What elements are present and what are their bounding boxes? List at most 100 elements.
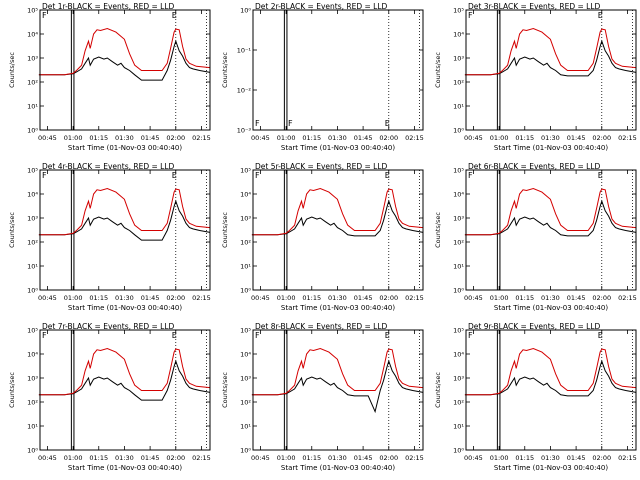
y-axis-label: Counts/sec	[434, 212, 442, 248]
y-axis-label: Counts/sec	[221, 372, 229, 408]
y-tick-label: 10²	[240, 399, 251, 407]
series-line-events	[38, 359, 211, 401]
y-tick-label: 10⁻²	[237, 87, 252, 95]
series-line-lld	[464, 347, 637, 396]
y-tick-label: 10⁴	[27, 31, 38, 39]
y-tick-label: 10²	[453, 239, 464, 247]
x-tick-label: 01:45	[354, 134, 373, 142]
series-line-events	[38, 39, 211, 81]
y-tick-label: 10⁰	[27, 287, 38, 295]
y-tick-label: 10⁰	[27, 447, 38, 455]
x-tick-label: 01:45	[567, 454, 586, 462]
y-tick-label: 10³	[240, 375, 251, 383]
panel-title: Det 7r-BLACK = Events, RED = LLD	[42, 322, 175, 331]
annotation-label: F	[468, 11, 473, 20]
x-tick-label: 01:15	[515, 134, 534, 142]
x-tick-label: 01:00	[490, 294, 509, 302]
x-axis-label: Start Time (01-Nov-03 00:40:40)	[494, 464, 608, 472]
x-tick-label: 01:00	[277, 134, 296, 142]
y-tick-label: 10⁴	[27, 191, 38, 199]
x-tick-label: 01:30	[115, 134, 134, 142]
series-line-events	[251, 359, 424, 414]
y-tick-label: 10⁵	[27, 327, 38, 335]
x-tick-label: 01:15	[89, 454, 108, 462]
x-tick-label: 01:15	[302, 454, 321, 462]
x-tick-label: 01:00	[490, 454, 509, 462]
y-tick-label: 10²	[27, 239, 38, 247]
x-tick-label: 01:00	[64, 294, 83, 302]
series-line-lld	[251, 187, 424, 236]
x-tick-label: 00:45	[464, 134, 483, 142]
x-tick-label: 01:30	[328, 294, 347, 302]
x-tick-label: 02:00	[379, 294, 398, 302]
x-tick-label: 01:45	[354, 454, 373, 462]
y-tick-label: 10³	[453, 375, 464, 383]
x-tick-label: 00:45	[464, 294, 483, 302]
panel-title: Det 1r-BLACK = Events, RED = LLD	[42, 2, 175, 11]
detector-panel-2: Det 2r-BLACK = Events, RED = LLD Counts/s…	[221, 2, 424, 152]
x-tick-label: 02:15	[405, 294, 424, 302]
series-line-events	[464, 199, 637, 237]
y-tick-label: 10³	[453, 215, 464, 223]
y-tick-label: 10¹	[453, 103, 464, 111]
series-line-lld	[251, 347, 424, 396]
y-tick-label: 10⁵	[240, 167, 251, 175]
x-axis-label: Start Time (01-Nov-03 00:40:40)	[494, 144, 608, 152]
x-tick-label: 01:00	[277, 454, 296, 462]
annotation-label: E	[598, 11, 603, 20]
x-tick-label: 02:15	[192, 294, 211, 302]
annotation-label: F	[42, 331, 47, 340]
x-tick-label: 01:15	[515, 454, 534, 462]
x-tick-label: 01:30	[328, 134, 347, 142]
y-tick-label: 10⁴	[453, 31, 464, 39]
panel-title: Det 8r-BLACK = Events, RED = LLD	[255, 322, 388, 331]
series-line-events	[251, 199, 424, 237]
x-tick-label: 00:45	[38, 454, 57, 462]
y-tick-label: 10⁴	[453, 191, 464, 199]
plot-frame	[252, 329, 424, 451]
x-tick-label: 01:30	[328, 454, 347, 462]
y-axis-label: Counts/sec	[8, 52, 16, 88]
y-tick-label: 10⁵	[453, 167, 464, 175]
annotation-label: E	[172, 331, 177, 340]
y-tick-label: 10²	[453, 399, 464, 407]
y-tick-label: 10⁰	[27, 127, 38, 135]
x-tick-label: 02:00	[592, 454, 611, 462]
plot-frame	[39, 169, 211, 291]
annotation-label: F	[468, 331, 473, 340]
series-line-lld	[464, 27, 637, 76]
x-tick-label: 02:15	[618, 294, 637, 302]
y-axis-label: Counts/sec	[221, 52, 229, 88]
annotation-label: E	[598, 171, 603, 180]
x-tick-label: 01:30	[541, 294, 560, 302]
annotation-label: F	[42, 171, 47, 180]
plot-frame	[465, 169, 637, 291]
x-tick-label: 02:00	[166, 134, 185, 142]
x-tick-label: 02:00	[166, 454, 185, 462]
plot-frame	[252, 9, 424, 131]
y-tick-label: 10⁰	[240, 447, 251, 455]
x-tick-label: 01:30	[115, 294, 134, 302]
detector-panel-4: Det 4r-BLACK = Events, RED = LLD Counts/s…	[8, 162, 211, 312]
x-tick-label: 02:15	[618, 134, 637, 142]
y-tick-label: 10³	[240, 215, 251, 223]
x-tick-label: 02:15	[192, 134, 211, 142]
y-tick-label: 10²	[27, 79, 38, 87]
x-tick-label: 01:45	[354, 294, 373, 302]
annotation-label: F	[468, 171, 473, 180]
annotation-label: F	[255, 171, 260, 180]
x-tick-label: 00:45	[38, 134, 57, 142]
series-line-lld	[464, 187, 637, 236]
detector-panel-8: Det 8r-BLACK = Events, RED = LLD Counts/s…	[221, 322, 424, 472]
y-tick-label: 10¹	[453, 263, 464, 271]
y-axis-label: Counts/sec	[221, 212, 229, 248]
y-tick-label: 10⁰	[453, 287, 464, 295]
y-tick-label: 10⁵	[27, 167, 38, 175]
y-axis-label: Counts/sec	[434, 372, 442, 408]
x-tick-label: 00:45	[251, 294, 270, 302]
y-tick-label: 10³	[27, 215, 38, 223]
detector-panel-5: Det 5r-BLACK = Events, RED = LLD Counts/s…	[221, 162, 424, 312]
series-line-events	[464, 359, 637, 397]
y-axis-label: Counts/sec	[8, 212, 16, 248]
